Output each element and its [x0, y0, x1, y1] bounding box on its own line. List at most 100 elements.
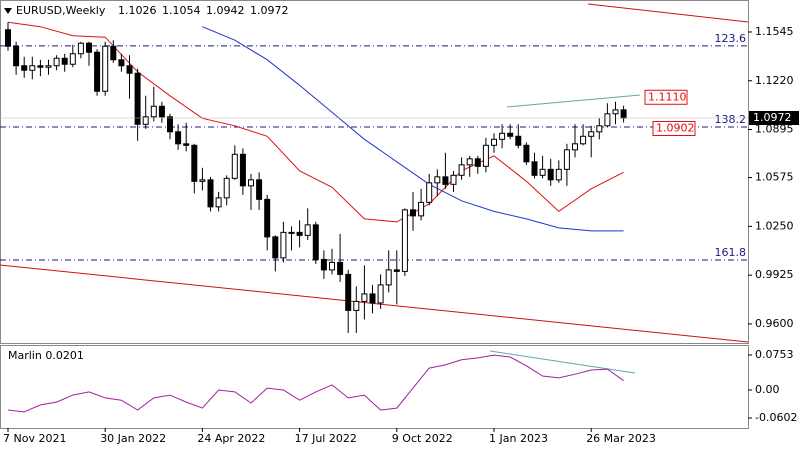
candle-body [142, 116, 149, 125]
y-tick-label: 0.9600 [755, 317, 794, 330]
candle-body [580, 135, 587, 145]
candle-body [110, 45, 117, 61]
trend-line [0, 264, 749, 343]
candle-body [361, 293, 368, 302]
y-tick-label: 0.00 [755, 383, 780, 396]
candle-body [5, 29, 11, 47]
candle-body [199, 179, 206, 182]
candle-body [353, 300, 360, 311]
candle-body [215, 197, 222, 208]
candle-body [158, 105, 165, 118]
price-tag-label: 1.0902 [656, 121, 695, 134]
indicator-title: Marlin 0.0201 [8, 349, 84, 362]
candle-body [410, 209, 416, 217]
candle-body [434, 176, 441, 184]
candle-body [572, 143, 578, 151]
chart-title: EURUSD,Weekly [16, 4, 106, 17]
candle-body [45, 65, 52, 68]
candle-body [191, 144, 198, 182]
candle-body [256, 179, 263, 200]
trend-line [587, 3, 749, 23]
candle-body [175, 131, 182, 145]
candle-body [482, 144, 489, 167]
candle-body [167, 116, 173, 133]
candle-body [207, 179, 214, 208]
candle-body [345, 273, 352, 311]
candle-body [426, 182, 433, 203]
candle-body [86, 42, 92, 53]
candle-body [612, 109, 619, 115]
x-tick-label: 24 Apr 2022 [197, 432, 265, 445]
candle-body [337, 261, 344, 275]
candle-body [385, 269, 392, 286]
candle-body [126, 65, 133, 74]
candle-body [29, 65, 36, 71]
trend-line [489, 350, 636, 374]
main-pane [0, 0, 749, 344]
last-price-box [749, 110, 799, 125]
candle-body [466, 158, 473, 166]
overlay-line [7, 21, 624, 223]
candle-body [94, 51, 101, 92]
x-tick-label: 17 Jul 2022 [295, 432, 357, 445]
candle-body [248, 179, 254, 187]
candle-body [37, 65, 44, 68]
x-tick-label: 7 Nov 2021 [3, 432, 66, 445]
candle-body [61, 57, 68, 65]
candle-body [450, 174, 457, 185]
candle-body [21, 65, 28, 71]
candle-body [280, 231, 287, 259]
header-low: 1.0942 [206, 4, 245, 17]
candle-body [150, 105, 157, 118]
candle-body [539, 168, 546, 176]
candle-body [53, 57, 60, 67]
level-label: 123.6 [715, 32, 747, 45]
candle-body [596, 125, 603, 133]
y-tick-label: 1.0575 [755, 171, 794, 184]
overlay-line [202, 26, 624, 232]
candle-body [458, 164, 465, 176]
candle-body [134, 72, 141, 125]
candle-body [102, 45, 109, 92]
candle-body [69, 53, 76, 65]
x-tick-label: 26 Mar 2023 [586, 432, 656, 445]
candle-body [272, 236, 279, 259]
candle-body [118, 59, 125, 67]
candle-body [515, 135, 522, 146]
level-label: 138.2 [715, 113, 747, 126]
candle-body [620, 109, 627, 119]
candle-body [555, 168, 562, 181]
candle-body [418, 201, 425, 217]
candle-body [329, 261, 335, 271]
candle-body [77, 42, 84, 55]
candle-body [588, 131, 595, 137]
candle-body [547, 168, 554, 181]
candle-body [13, 45, 20, 67]
price-tag-box [644, 89, 688, 105]
indicator-line [7, 354, 624, 413]
candle-body [369, 293, 376, 304]
candle-body [523, 144, 530, 163]
y-tick-label: 0.0753 [755, 348, 794, 361]
candle-body [239, 153, 246, 187]
candle-body [401, 209, 408, 272]
candle-body [531, 161, 538, 176]
candle-body [563, 149, 570, 170]
candle-body [499, 132, 506, 140]
candle-body [474, 158, 481, 167]
trend-line [506, 94, 641, 108]
header-open: 1.1026 [118, 4, 157, 17]
candle-body [320, 258, 327, 271]
candle-body [491, 138, 497, 146]
header-high: 1.1054 [162, 4, 201, 17]
price-tag-box [652, 120, 696, 136]
y-tick-label: -0.0602 [755, 411, 797, 424]
x-tick-label: 9 Oct 2022 [392, 432, 453, 445]
level-label: 161.8 [715, 246, 747, 259]
price-tag-label: 1.1110 [648, 90, 687, 103]
candle-body [304, 224, 311, 236]
header-close: 1.0972 [250, 4, 289, 17]
candle-body [604, 113, 611, 127]
candle-body [312, 224, 319, 260]
